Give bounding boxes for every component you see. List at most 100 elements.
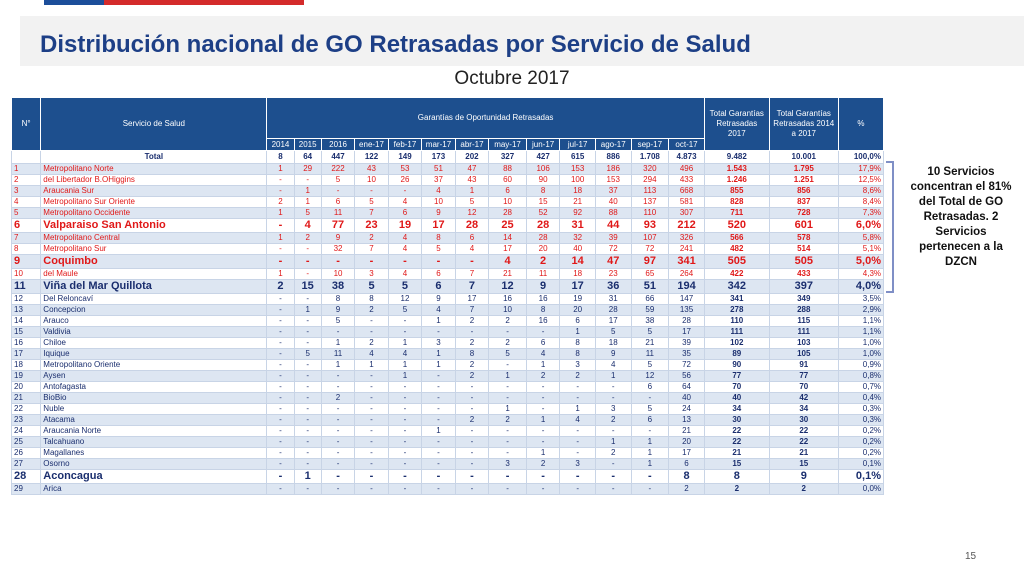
table-row: 12 Del Reloncaví - -8 8 12 9 17 16 16 19 31 66 147 341… [10,293,885,305]
row-value: 6 [668,458,705,470]
row-value: 186 [594,163,632,175]
total-value: 122 [354,150,389,164]
row-value: 38 [320,279,356,294]
row-value: - [525,326,561,338]
row-value: - [266,185,295,197]
row-value: - [266,381,295,393]
row-pct: 0,1% [837,458,885,470]
row-value: - [525,483,561,495]
row-value: 5 [630,326,670,338]
row-value: - [454,458,490,470]
row-pct: 0,1% [837,469,885,484]
row-total-2014-2017: 397 [768,279,839,294]
row-value: 9 [421,207,456,219]
row-number: 26 [10,447,42,459]
row-number: 8 [10,243,42,255]
row-value: - [630,392,670,404]
row-value: 4 [387,348,423,360]
row-value: 1 [266,207,295,219]
table-row: 28 Aconcagua -1- - - - - - - - - -8 8 9 0,1% [10,469,885,484]
row-service-name: Metropolitano Sur Oriente [40,196,268,208]
row-value: 7 [454,268,490,280]
total-value: 1.708 [630,150,670,164]
row-number: 7 [10,232,42,244]
row-service-name: Del Reloncaví [40,293,268,305]
row-value: - [387,381,423,393]
row-pct: 0,3% [837,403,885,415]
table-row: 23 Atacama - - - - - -2 2 1 4 2 6 13 30 30 0,3% [10,414,885,426]
row-service-name: Metropolitano Central [40,232,268,244]
row-value: 72 [668,359,705,371]
row-value: - [320,185,356,197]
row-value: 2 [594,447,632,459]
row-value: - [454,447,490,459]
row-value: 2 [454,414,490,426]
row-value: - [594,458,632,470]
row-value: 11 [320,348,356,360]
total-value: 202 [454,150,490,164]
row-value: - [293,293,322,305]
row-value: 28 [525,232,561,244]
row-value: 1 [421,425,456,437]
row-service-name: Chiloe [40,337,268,349]
row-value: - [320,403,356,415]
row-number: 2 [10,174,42,186]
row-value: 5 [387,304,423,316]
header-period: 2014 [266,138,295,151]
header-period: feb-17 [387,138,423,151]
row-value: - [320,436,356,448]
row-value: 1 [387,359,423,371]
row-value: 25 [488,218,527,233]
row-value: 17 [421,218,456,233]
row-value: 4 [488,254,527,269]
row-value: 3 [559,458,596,470]
row-service-name: Metropolitano Oriente [40,359,268,371]
row-value: 13 [668,414,705,426]
row-value: - [354,392,389,404]
row-value: - [559,425,596,437]
row-value: - [293,359,322,371]
row-total-2014-2017: 22 [768,436,839,448]
row-number: 27 [10,458,42,470]
row-value: 113 [630,185,670,197]
table-row: 21 BioBio - -2- - - - - - - - -40 40 42 0,4% [10,392,885,404]
header-period: sep-17 [630,138,670,151]
row-value: - [320,483,356,495]
row-value: 1 [293,469,322,484]
row-total-2014-2017: 349 [768,293,839,305]
row-value: 12 [454,207,490,219]
row-total-2014-2017: 2 [768,483,839,495]
row-value: 3 [354,268,389,280]
row-value: - [266,392,295,404]
total-value: 173 [421,150,456,164]
row-service-name: BioBio [40,392,268,404]
row-value: - [354,254,389,269]
row-value: - [266,218,295,233]
row-value: - [525,403,561,415]
row-number: 6 [10,218,42,233]
row-total-2014-2017: 105 [768,348,839,360]
row-total-2017: 505 [703,254,770,269]
row-value: 32 [320,243,356,255]
row-value: 9 [594,348,632,360]
row-value: 1 [266,163,295,175]
row-service-name: Talcahuano [40,436,268,448]
row-value: - [488,469,527,484]
row-value: - [354,414,389,426]
row-value: 28 [668,315,705,327]
row-value: 21 [668,425,705,437]
row-total-2017: 89 [703,348,770,360]
row-value: - [266,174,295,186]
row-value: 3 [559,359,596,371]
row-value: - [454,469,490,484]
row-value: - [559,469,596,484]
row-value: - [320,447,356,459]
go-table: N° Servicio de Salud Garantías de Oportu… [10,97,885,495]
row-total-2014-2017: 728 [768,207,839,219]
row-value: - [421,381,456,393]
row-value: 320 [630,163,670,175]
row-value: - [320,458,356,470]
row-value: - [421,447,456,459]
row-number: 4 [10,196,42,208]
table-row: 16 Chiloe - -1 2 1 3 2 2 6 8 18 21 39 102 103 1,0% [10,337,885,349]
